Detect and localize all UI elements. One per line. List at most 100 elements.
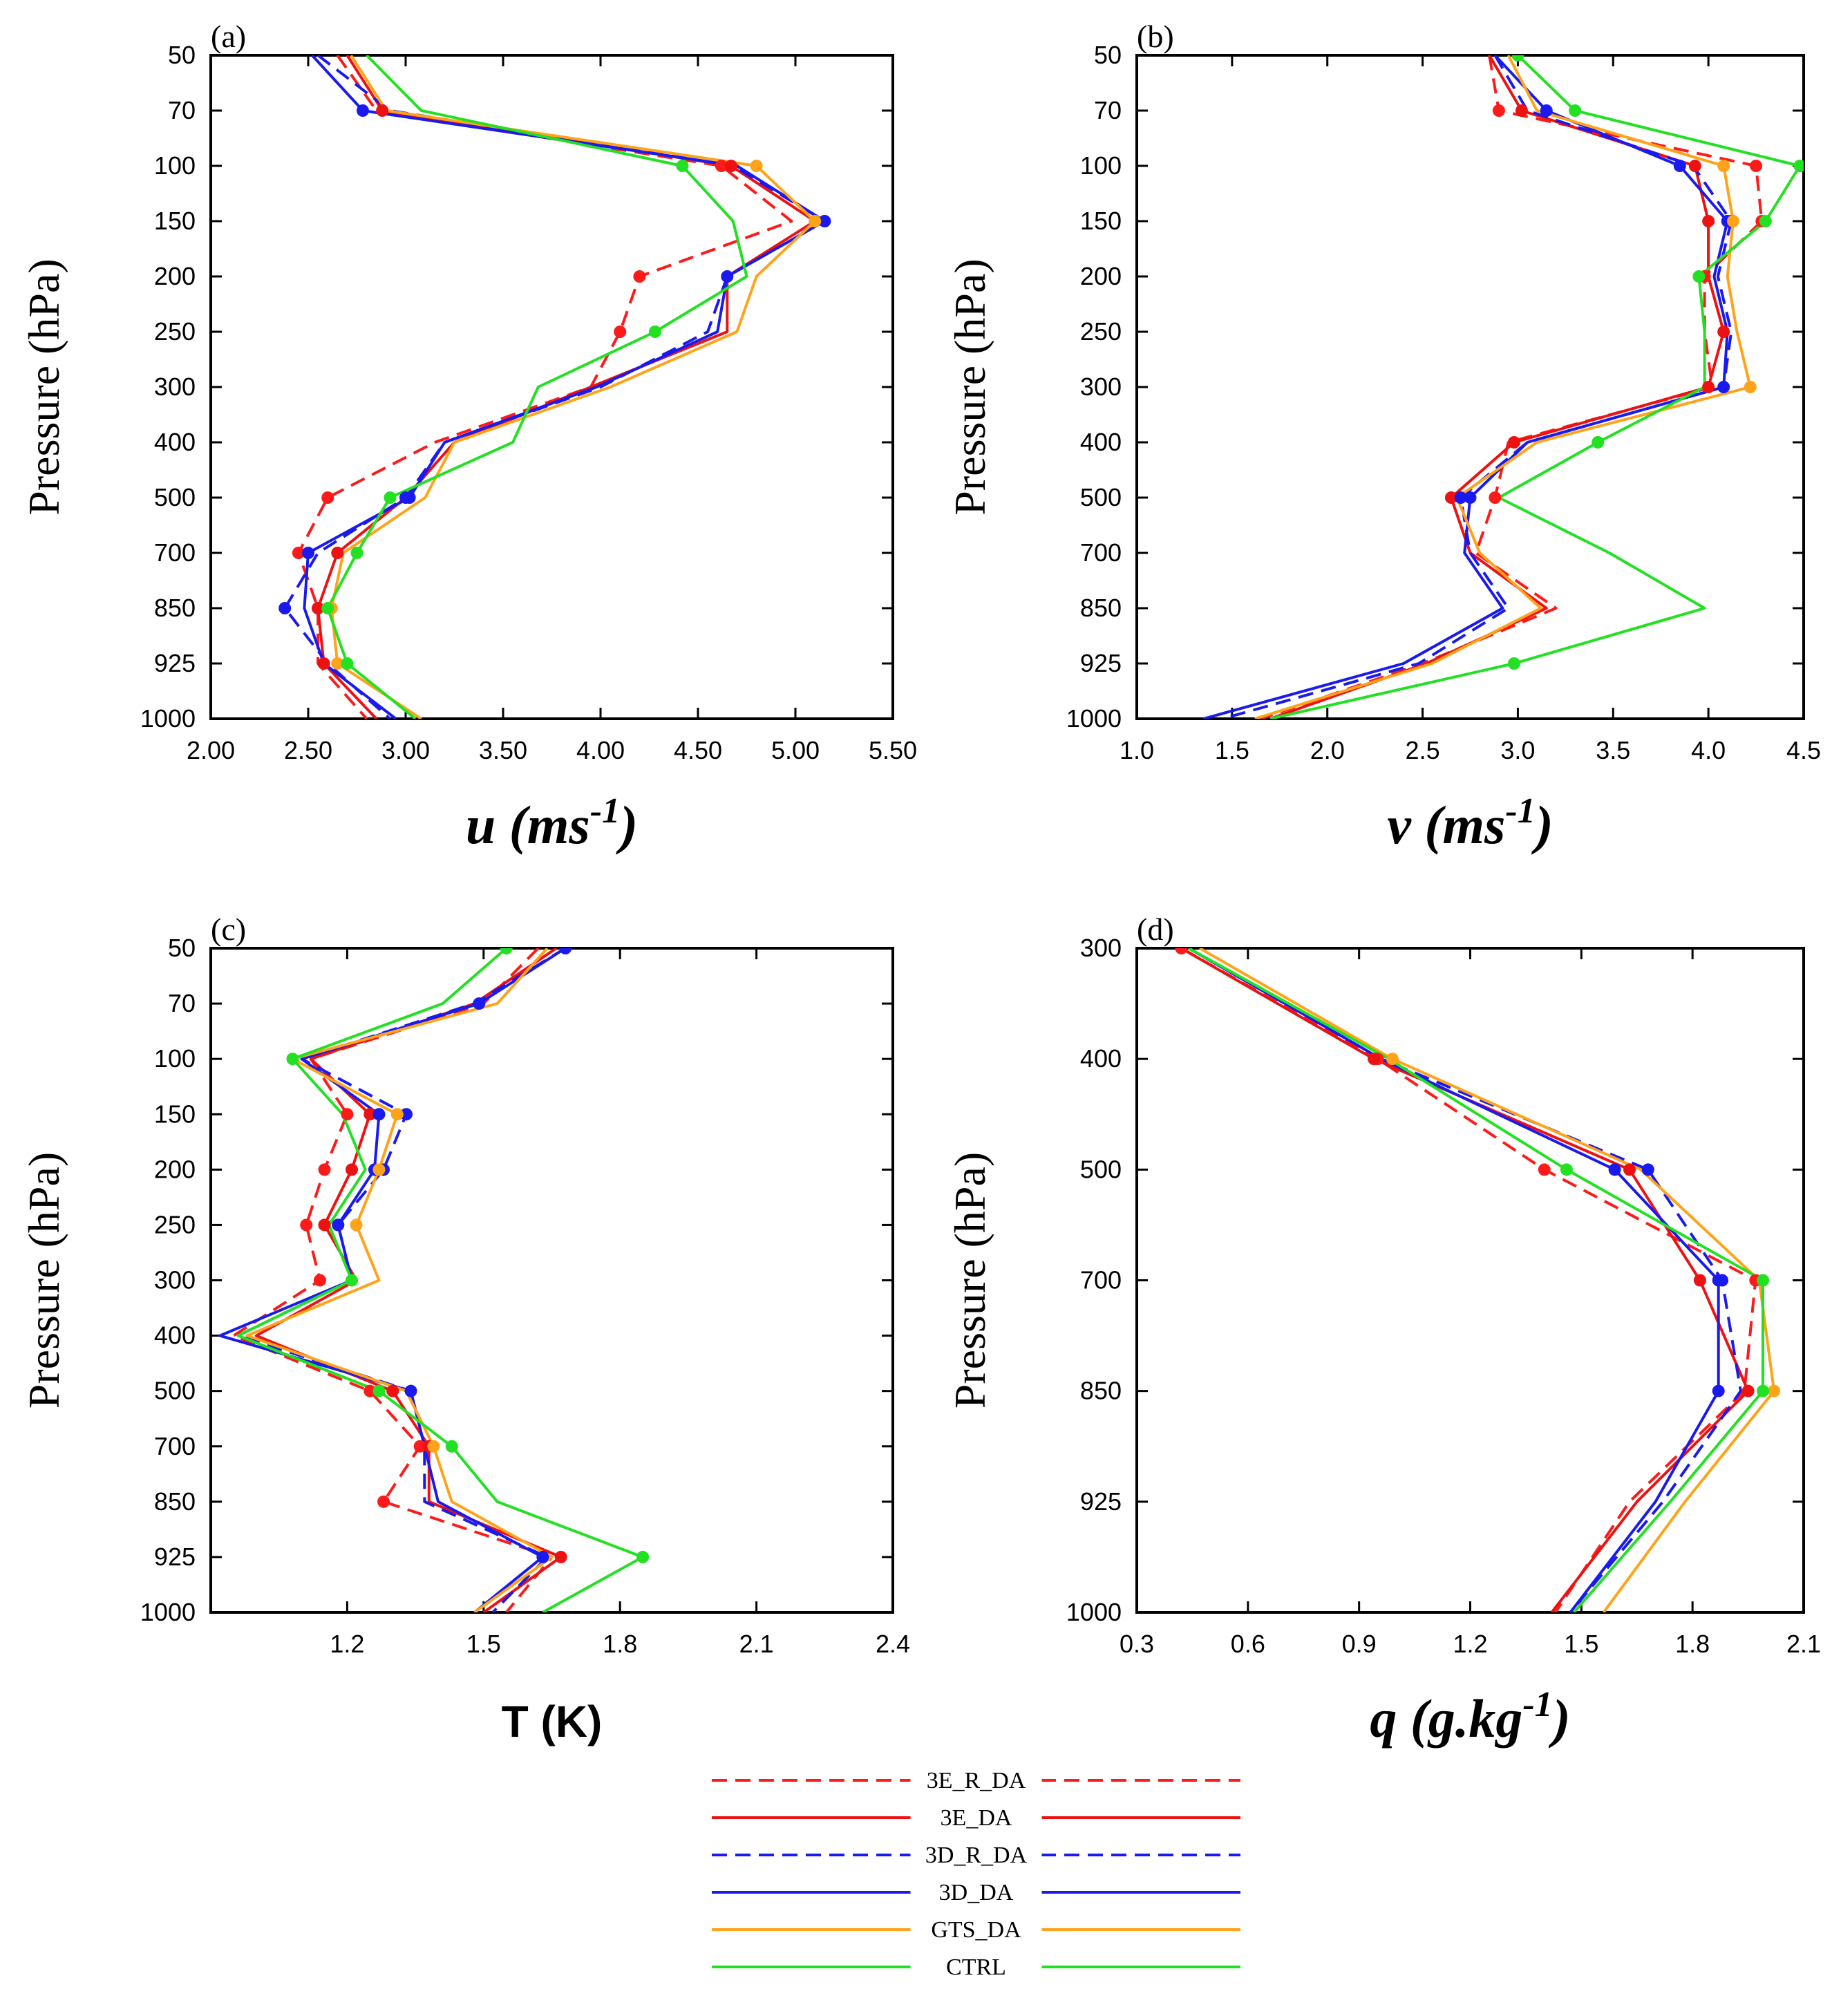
y-tick-label: 400 — [154, 428, 196, 456]
x-tick-label: 1.5 — [466, 1630, 501, 1658]
y-tick-label: 250 — [1080, 317, 1122, 346]
data-point-3d-da — [721, 270, 734, 283]
x-tick-label: 4.50 — [674, 736, 722, 764]
y-tick-label: 500 — [154, 483, 196, 511]
x-tick-label: 1.2 — [330, 1630, 364, 1658]
data-point-gts-da — [1726, 215, 1739, 227]
x-tick-label: 2.00 — [187, 736, 235, 764]
y-axis-label: Pressure (hPa) — [19, 1152, 68, 1409]
y-tick-label: 1000 — [1066, 1598, 1122, 1626]
x-tick-label: 4.0 — [1691, 736, 1726, 764]
data-point-3e-da — [345, 1163, 358, 1176]
data-point-3d-da — [1608, 1163, 1621, 1176]
y-tick-label: 300 — [154, 373, 196, 401]
data-point-ctrl — [1511, 55, 1524, 62]
x-tick-label: 3.50 — [479, 736, 527, 764]
data-point-ctrl — [636, 1550, 650, 1563]
y-tick-label: 50 — [168, 934, 196, 962]
x-axis-label: u (ms-1) — [466, 791, 638, 855]
x-tick-label: 0.3 — [1120, 1630, 1154, 1658]
panel-1: 50 70 100 150 200 250 300 400 500 700 850 925 1000 2.… — [19, 19, 917, 855]
data-point-ctrl — [286, 1053, 299, 1066]
y-tick-label: 700 — [154, 1432, 196, 1460]
data-point-ctrl — [350, 547, 363, 559]
panel-label: (c) — [211, 912, 246, 947]
data-point-3d-da — [536, 1550, 549, 1563]
y-tick-label: 150 — [154, 1100, 196, 1128]
y-tick-label: 925 — [1080, 649, 1122, 677]
legend-label: 3E_DA — [941, 1805, 1012, 1831]
panel-4: 300 400 500 700 850 925 1000 0.3 0.6 0.9 1.2 1.5 1.8… — [945, 912, 1821, 1749]
legend-label-bg — [910, 1837, 1042, 1869]
x-tick-label: 1.0 — [1120, 736, 1154, 764]
legend-label: GTS_DA — [931, 1917, 1021, 1943]
data-point-ctrl — [345, 1274, 358, 1287]
data-point-gts-da — [1744, 381, 1757, 393]
legend-label: CTRL — [946, 1954, 1006, 1980]
data-point-ctrl — [1759, 215, 1772, 227]
data-point-3d-da — [302, 547, 314, 559]
data-point-3e-da — [376, 104, 389, 117]
data-point-ctrl — [372, 1384, 386, 1397]
data-point-ctrl — [500, 948, 513, 954]
data-point-3e-r-da — [1175, 948, 1188, 954]
y-tick-label: 925 — [1080, 1487, 1122, 1516]
data-point-gts-da — [427, 1440, 440, 1453]
y-tick-label: 250 — [154, 317, 196, 346]
x-tick-label: 2.1 — [739, 1630, 774, 1658]
y-tick-label: 100 — [154, 1044, 196, 1073]
y-tick-label: 850 — [1080, 1377, 1122, 1405]
data-point-3e-da — [1623, 1163, 1636, 1176]
data-point-3d-r-da — [1641, 1163, 1654, 1176]
x-tick-label: 1.8 — [603, 1630, 637, 1658]
legend-label: 3D_R_DA — [925, 1843, 1028, 1868]
x-tick-label: 3.0 — [1500, 736, 1535, 764]
y-tick-label: 150 — [1080, 207, 1122, 235]
x-tick-label: 3.00 — [381, 736, 430, 764]
data-point-3d-da — [403, 491, 416, 504]
data-point-3e-da — [1702, 215, 1715, 227]
data-point-3e-da — [1702, 381, 1715, 393]
x-tick-label: 5.50 — [869, 736, 917, 764]
data-point-gts-da — [331, 657, 344, 670]
data-point-3e-da — [317, 657, 330, 670]
y-tick-label: 400 — [1080, 428, 1122, 456]
data-point-3d-da — [1464, 491, 1477, 504]
y-tick-label: 50 — [1094, 41, 1122, 69]
y-tick-label: 200 — [1080, 262, 1122, 290]
y-tick-label: 70 — [1094, 96, 1122, 124]
data-point-3d-r-da — [399, 1108, 413, 1121]
data-point-3e-r-da — [1489, 491, 1502, 504]
data-point-ctrl — [1692, 270, 1706, 283]
x-tick-label: 3.5 — [1596, 736, 1630, 764]
legend-label-bg — [910, 1800, 1042, 1831]
x-axis-label: v (ms-1) — [1387, 791, 1553, 855]
data-point-3d-da — [404, 1384, 417, 1397]
data-point-3e-da — [1693, 1274, 1706, 1287]
x-tick-label: 2.4 — [876, 1630, 910, 1658]
y-tick-label: 700 — [1080, 1266, 1122, 1294]
data-point-ctrl — [1592, 436, 1605, 449]
series-line-3d-r-da — [283, 55, 827, 719]
x-tick-label: 0.6 — [1231, 1630, 1265, 1658]
y-tick-label: 850 — [154, 1487, 196, 1516]
data-point-ctrl — [445, 1440, 458, 1453]
data-point-3e-r-da — [363, 1384, 377, 1397]
data-point-3d-da — [1712, 1384, 1725, 1397]
data-point-3e-da — [1368, 1053, 1381, 1066]
panel-3: 50 70 100 150 200 250 300 400 500 700 850 925 1000 1.… — [19, 912, 910, 1746]
y-tick-label: 300 — [1080, 373, 1122, 401]
y-tick-label: 850 — [154, 594, 196, 622]
data-point-3e-da — [1444, 491, 1457, 504]
x-axis-label: q (g.kg-1) — [1370, 1685, 1570, 1749]
data-point-gts-da — [372, 1163, 386, 1176]
x-tick-label: 5.00 — [771, 736, 820, 764]
data-point-ctrl — [341, 657, 354, 670]
y-tick-label: 200 — [154, 1155, 196, 1183]
y-tick-label: 70 — [168, 96, 196, 124]
data-point-gts-da — [390, 1108, 404, 1121]
y-tick-label: 1000 — [140, 704, 196, 733]
data-point-3d-da — [1540, 104, 1553, 117]
data-point-ctrl — [1507, 657, 1520, 670]
data-point-ctrl — [384, 491, 397, 504]
